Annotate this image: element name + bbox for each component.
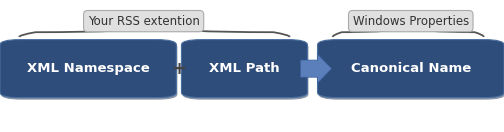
Text: +: + xyxy=(171,60,186,78)
FancyBboxPatch shape xyxy=(181,40,307,98)
Text: Windows Properties: Windows Properties xyxy=(353,15,469,28)
Text: XML Path: XML Path xyxy=(209,62,280,75)
Text: Your RSS extention: Your RSS extention xyxy=(88,15,200,28)
FancyBboxPatch shape xyxy=(182,42,308,100)
Text: XML Namespace: XML Namespace xyxy=(27,62,150,75)
FancyBboxPatch shape xyxy=(319,42,504,100)
Text: Canonical Name: Canonical Name xyxy=(351,62,471,75)
FancyArrow shape xyxy=(300,54,332,83)
FancyBboxPatch shape xyxy=(318,40,504,98)
FancyBboxPatch shape xyxy=(0,40,176,98)
FancyBboxPatch shape xyxy=(1,42,177,100)
